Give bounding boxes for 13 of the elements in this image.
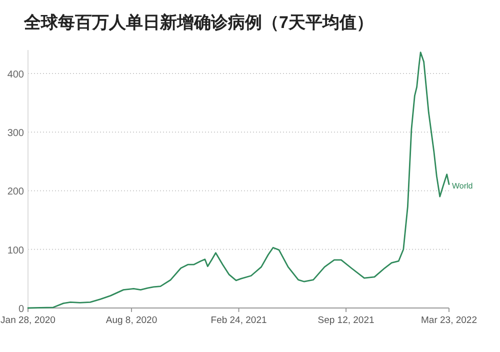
x-tick-label: Mar 23, 2022 xyxy=(421,315,477,326)
x-tick-label: Feb 24, 2021 xyxy=(210,315,267,326)
x-tick-label: Jan 28, 2020 xyxy=(0,315,56,326)
y-tick-label: 100 xyxy=(7,245,24,256)
x-tick-label: Aug 8, 2020 xyxy=(106,315,158,326)
x-tick-label: Sep 12, 2021 xyxy=(318,315,374,326)
line-series xyxy=(27,52,450,309)
y-tick-label: 300 xyxy=(7,128,24,140)
y-tick-label: 400 xyxy=(7,69,24,80)
chart-title: 全球每百万人单日新增确诊病例（7天平均值） xyxy=(23,13,374,32)
y-tick-label: 200 xyxy=(7,186,24,198)
series-label: World xyxy=(452,181,473,190)
y-tick-label: 0 xyxy=(18,304,24,315)
